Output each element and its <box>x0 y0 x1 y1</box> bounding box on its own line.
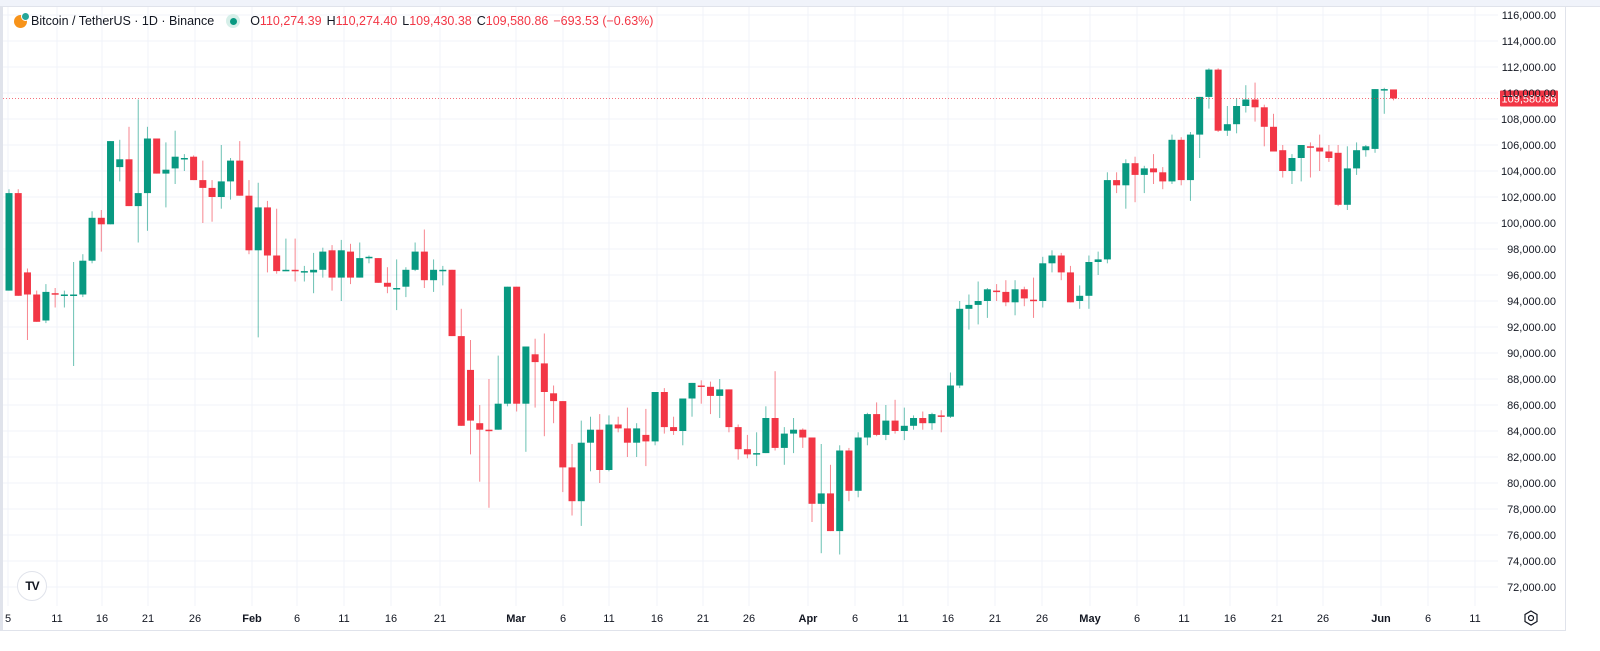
high-value: 110,274.40 <box>335 14 398 28</box>
last-price-badge <box>1500 90 1558 107</box>
tradingview-logo-icon[interactable]: TV <box>17 571 47 601</box>
price-tick-label: 98,000.00 <box>1507 244 1556 256</box>
low-label: L <box>402 14 410 28</box>
price-tick-label: 94,000.00 <box>1507 296 1556 308</box>
time-tick-label: 26 <box>743 613 755 625</box>
close-label: C <box>476 14 486 28</box>
time-tick-label: Jun <box>1371 613 1391 625</box>
price-tick-label: 116,000.00 <box>1502 10 1556 22</box>
time-tick-label: 5 <box>5 613 11 625</box>
grid-lines <box>3 7 1498 606</box>
time-tick-label: 21 <box>1271 613 1283 625</box>
time-tick-label: 26 <box>189 613 201 625</box>
open-value: 110,274.39 <box>259 14 322 28</box>
time-tick-label: Mar <box>506 613 526 625</box>
time-tick-label: 6 <box>1425 613 1431 625</box>
high-label: H <box>326 14 336 28</box>
price-tick-label: 84,000.00 <box>1507 426 1556 438</box>
price-tick-label: 90,000.00 <box>1507 348 1556 360</box>
price-tick-label: 112,000.00 <box>1502 62 1556 74</box>
time-tick-label: 21 <box>142 613 154 625</box>
price-tick-label: 106,000.00 <box>1501 140 1556 152</box>
time-tick-label: 16 <box>651 613 663 625</box>
price-axis[interactable]: 116,000.00 114,000.00 112,000.00 110,000.00… <box>1501 10 1556 594</box>
price-tick-label: 78,000.00 <box>1507 504 1556 516</box>
time-tick-label: 11 <box>603 613 614 625</box>
change-value: −693.53 (−0.63%) <box>553 14 654 28</box>
top-toolbar-strip <box>0 0 1600 7</box>
time-tick-label: 21 <box>697 613 709 625</box>
time-tick-label: 11 <box>897 613 908 625</box>
time-tick-label: 11 <box>51 613 62 625</box>
time-tick-label: 6 <box>294 613 300 625</box>
price-tick-label: 86,000.00 <box>1507 400 1556 412</box>
settings-gear-icon[interactable] <box>1523 610 1539 626</box>
chart-frame <box>0 6 1566 631</box>
time-tick-label: Feb <box>242 613 262 625</box>
time-axis[interactable]: 5 11 16 21 26 Feb 6 11 16 21 Mar 6 11 16 21 26 Apr 6 11 16 2… <box>5 613 1481 625</box>
symbol-legend: Bitcoin / TetherUS · 1D · Binance O 110,… <box>14 11 658 30</box>
price-tick-label: 76,000.00 <box>1507 530 1556 542</box>
time-tick-label: 16 <box>96 613 108 625</box>
price-tick-label: 114,000.00 <box>1502 36 1556 48</box>
time-tick-label: 6 <box>1134 613 1140 625</box>
price-tick-label: 88,000.00 <box>1507 374 1556 386</box>
price-tick-label: 82,000.00 <box>1507 452 1556 464</box>
price-tick-label: 80,000.00 <box>1507 478 1556 490</box>
time-tick-label: 16 <box>942 613 954 625</box>
last-price-line: 109,580.86 <box>3 90 1558 107</box>
last-price-label: 109,580.86 <box>1501 93 1556 105</box>
price-tick-label: 108,000.00 <box>1501 114 1556 126</box>
time-tick-label: 16 <box>1224 613 1236 625</box>
price-tick-label: 104,000.00 <box>1501 166 1556 178</box>
symbol-title[interactable]: Bitcoin / TetherUS · 1D · Binance <box>31 14 215 28</box>
price-tick-label: 102,000.00 <box>1501 192 1556 204</box>
time-tick-label: 11 <box>338 613 349 625</box>
market-status-icon[interactable] <box>226 14 241 28</box>
price-tick-label: 92,000.00 <box>1507 322 1556 334</box>
time-tick-label: 16 <box>385 613 397 625</box>
time-tick-label: 6 <box>560 613 566 625</box>
time-tick-label: 21 <box>434 613 446 625</box>
time-tick-label: Apr <box>799 613 819 625</box>
time-tick-label: 21 <box>989 613 1001 625</box>
time-tick-label: 26 <box>1036 613 1048 625</box>
low-value: 109,430.38 <box>409 14 472 28</box>
price-tick-label: 96,000.00 <box>1507 270 1556 282</box>
time-tick-label: 26 <box>1317 613 1329 625</box>
candles <box>5 68 1397 555</box>
time-tick-label: 11 <box>1178 613 1189 625</box>
price-tick-label: 72,000.00 <box>1507 582 1556 594</box>
time-tick-label: 11 <box>1469 613 1480 625</box>
time-tick-label: May <box>1079 613 1101 625</box>
bitcoin-logo-icon <box>14 11 30 28</box>
price-tick-label: 110,000.00 <box>1502 88 1556 100</box>
open-label: O <box>250 14 260 28</box>
time-tick-label: 6 <box>852 613 858 625</box>
price-tick-label: 74,000.00 <box>1507 556 1556 568</box>
price-tick-label: 100,000.00 <box>1501 218 1556 230</box>
close-value: 109,580.86 <box>485 14 549 28</box>
